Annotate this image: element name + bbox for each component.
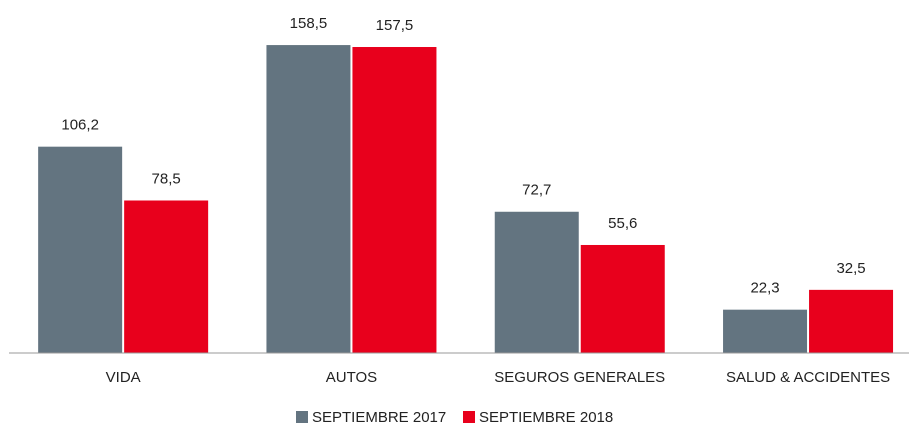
data-label: 78,5: [152, 170, 181, 187]
x-tick-label: SALUD & ACCIDENTES: [726, 369, 890, 386]
bar: [124, 200, 209, 353]
legend-swatch: [296, 411, 308, 423]
x-tick-label: VIDA: [106, 369, 141, 386]
data-label: 158,5: [290, 15, 328, 32]
bar: [580, 244, 665, 353]
data-label: 22,3: [750, 280, 779, 297]
x-tick-label: AUTOS: [326, 369, 377, 386]
data-label: 32,5: [836, 260, 865, 277]
legend-label: SEPTIEMBRE 2018: [479, 409, 613, 426]
data-label: 106,2: [61, 117, 99, 134]
data-label: 55,6: [608, 215, 637, 232]
bar: [38, 146, 123, 353]
bar: [809, 289, 894, 353]
data-label: 157,5: [376, 17, 414, 34]
x-tick-label: SEGUROS GENERALES: [494, 369, 665, 386]
legend-label: SEPTIEMBRE 2017: [312, 409, 446, 426]
bar: [266, 45, 351, 353]
data-label: 72,7: [522, 182, 551, 199]
legend-swatch: [463, 411, 475, 423]
bar: [723, 309, 808, 353]
bar: [352, 47, 437, 353]
bar: [494, 211, 579, 353]
